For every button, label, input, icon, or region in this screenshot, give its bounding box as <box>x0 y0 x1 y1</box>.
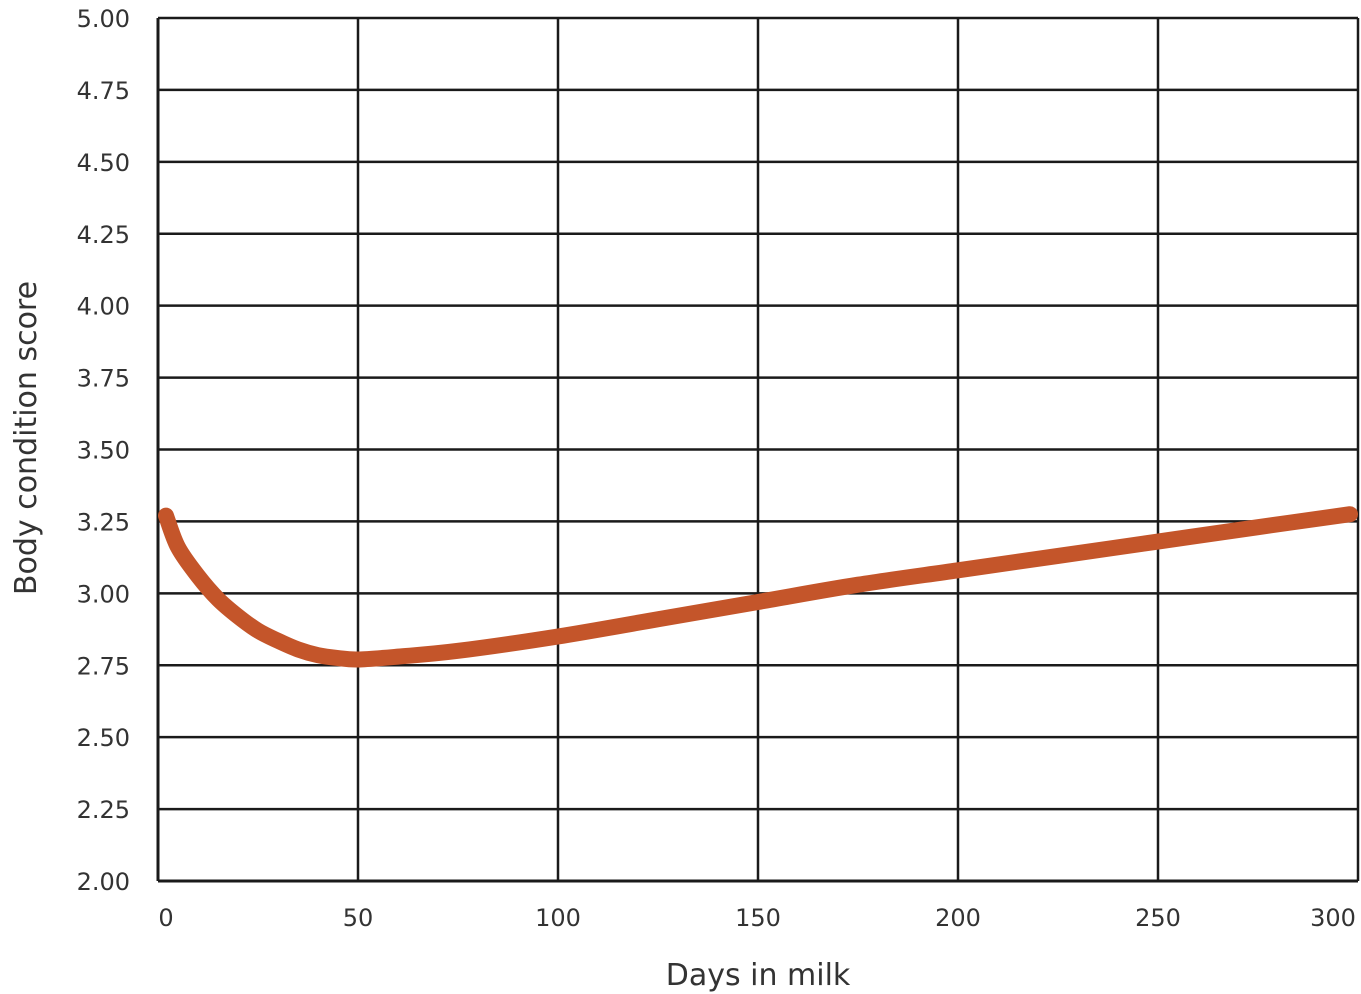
y-tick-label: 5.00 <box>77 5 130 33</box>
y-tick-label: 2.75 <box>77 652 130 680</box>
y-axis-ticks: 2.00 2.25 2.50 2.75 3.00 3.25 3.50 3.75 4.00 4.25… <box>77 5 130 896</box>
y-tick-label: 3.25 <box>77 508 130 536</box>
y-tick-label: 4.25 <box>77 221 130 249</box>
y-tick-label: 4.00 <box>77 293 130 321</box>
x-tick-label: 200 <box>935 904 981 932</box>
x-tick-label: 100 <box>535 904 581 932</box>
x-tick-label: 50 <box>343 904 374 932</box>
y-tick-label: 4.75 <box>77 77 130 105</box>
x-tick-label: 300 <box>1310 904 1356 932</box>
grid <box>156 16 1360 883</box>
y-axis-title: Body condition score <box>9 281 44 595</box>
x-tick-label: 250 <box>1135 904 1181 932</box>
x-axis-title: Days in milk <box>666 958 851 993</box>
x-axis-ticks: 0 50 100 150 200 250 300 <box>158 904 1356 932</box>
y-tick-label: 3.00 <box>77 580 130 608</box>
y-tick-label: 2.50 <box>77 724 130 752</box>
y-tick-label: 4.50 <box>77 149 130 177</box>
y-tick-label: 2.00 <box>77 868 130 896</box>
y-tick-label: 2.25 <box>77 796 130 824</box>
x-tick-label: 150 <box>735 904 781 932</box>
bcs-line <box>158 506 1358 668</box>
x-tick-label: 0 <box>158 904 173 932</box>
y-tick-label: 3.50 <box>77 437 130 465</box>
series-layer <box>158 506 1358 668</box>
y-tick-label: 3.75 <box>77 365 130 393</box>
